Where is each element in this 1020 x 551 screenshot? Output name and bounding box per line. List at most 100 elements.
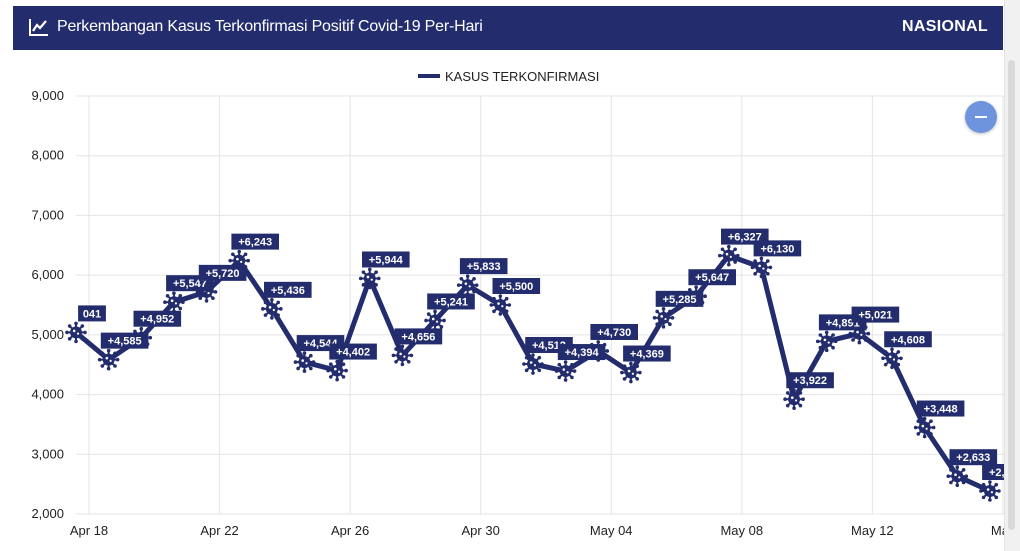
data-point-marker	[261, 298, 283, 320]
data-label: +5,436	[264, 281, 312, 298]
marker-spike-tip	[524, 355, 529, 360]
marker-spike-tip	[563, 360, 568, 364]
data-label: +2,385	[982, 464, 1004, 481]
marker-spike-tip	[335, 377, 339, 382]
data-label-box	[459, 258, 508, 275]
marker-spike-tip	[727, 262, 731, 267]
data-label-box	[394, 328, 443, 345]
marker-dot	[301, 359, 304, 362]
marker-core	[951, 470, 964, 483]
marker-spike-tip	[994, 482, 999, 487]
marker-spike-tip	[570, 375, 574, 380]
data-label-box	[362, 251, 410, 268]
marker-spike-tip	[439, 312, 444, 316]
data-label: +5,944	[362, 251, 410, 268]
marker-spike-tip	[198, 296, 202, 301]
marker-spike-tip	[635, 377, 640, 381]
marker-spike-tip	[652, 316, 657, 320]
marker-spike-tip	[65, 330, 69, 335]
marker-dot	[856, 330, 859, 334]
data-label-box	[557, 344, 606, 361]
marker-spike-tip	[766, 259, 770, 263]
marker-spike-tip	[524, 368, 529, 373]
marker-dot	[435, 320, 439, 323]
marker-spike-tip	[818, 345, 823, 350]
marker-spike-tip	[328, 362, 333, 367]
marker-dot	[399, 352, 402, 356]
marker-spike-tip	[465, 274, 470, 278]
marker-spike-tip	[883, 350, 888, 354]
marker-spike-tip	[504, 296, 509, 301]
marker-dot	[76, 332, 80, 335]
marker-spike-tip	[270, 316, 274, 320]
marker-spike-tip	[296, 353, 300, 358]
marker-dot	[794, 399, 798, 402]
zoom-out-button[interactable]	[965, 101, 997, 133]
data-point-marker	[489, 294, 512, 316]
marker-spike-tip	[492, 309, 496, 314]
data-label: +4,402	[329, 343, 377, 360]
data-label-text: +5,720	[206, 268, 240, 280]
marker-spike-tip	[492, 296, 496, 301]
marker-spike-tip	[391, 353, 396, 358]
marker-spike-tip	[798, 391, 803, 395]
data-label-box	[623, 345, 671, 362]
marker-spike-tip	[537, 355, 542, 360]
marker-spike-tip	[263, 313, 268, 317]
marker-spike-tip	[296, 366, 300, 371]
x-tick-label: Apr 30	[462, 523, 500, 538]
scrollbar-thumb[interactable]	[1008, 60, 1015, 530]
marker-dot	[631, 372, 634, 375]
marker-spike-tip	[237, 249, 241, 254]
marker-spike-tip	[655, 322, 659, 326]
data-label-box	[655, 290, 704, 307]
marker-dot	[240, 260, 243, 263]
marker-spike-tip	[163, 300, 167, 304]
marker-dot	[370, 278, 373, 281]
marker-dot	[566, 371, 569, 374]
data-label-text: +5,500	[499, 281, 533, 293]
marker-spike-tip	[374, 270, 378, 274]
data-point-marker	[620, 361, 642, 384]
data-label-box	[231, 233, 279, 250]
marker-spike-tip	[406, 359, 411, 364]
marker-core	[298, 356, 311, 369]
marker-core	[886, 352, 898, 365]
marker-spike-tip	[688, 288, 692, 292]
data-point-marker	[424, 309, 446, 332]
marker-spike-tip	[326, 368, 330, 373]
y-tick-label: 9,000	[31, 88, 64, 103]
marker-spike-tip	[358, 276, 363, 281]
marker-spike-tip	[727, 244, 731, 249]
data-label: +4,656	[394, 328, 443, 345]
marker-core	[233, 254, 246, 267]
marker-dot	[207, 291, 210, 295]
data-label-box	[688, 269, 736, 286]
legend-label: KASUS TERKONFIRMASI	[445, 69, 600, 84]
data-label: +5,021	[851, 306, 900, 323]
marker-spike-tip	[994, 495, 999, 500]
x-tick-label: Apr 22	[200, 523, 238, 538]
marker-dot	[664, 317, 667, 321]
marker-spike-tip	[913, 425, 918, 430]
marker-dot	[334, 367, 337, 371]
data-label: +4,952	[133, 310, 182, 327]
marker-dot	[338, 370, 341, 373]
marker-dot	[109, 359, 112, 362]
marker-spike-tip	[341, 375, 346, 379]
marker-spike-tip	[145, 329, 150, 334]
data-label-box	[884, 331, 932, 348]
marker-spike-tip	[276, 313, 280, 317]
marker-spike-tip	[766, 271, 770, 276]
y-tick-label: 8,000	[31, 148, 64, 163]
data-point-marker	[815, 330, 838, 353]
marker-spike-tip	[489, 303, 494, 307]
data-point-marker	[718, 244, 740, 267]
marker-spike-tip	[916, 432, 921, 436]
marker-core	[983, 485, 996, 498]
data-label-text: +4,402	[336, 347, 370, 359]
marker-spike-tip	[424, 318, 428, 323]
marker-spike-tip	[783, 397, 787, 402]
marker-spike-tip	[100, 364, 105, 368]
data-label-text: +4,512	[532, 340, 566, 352]
